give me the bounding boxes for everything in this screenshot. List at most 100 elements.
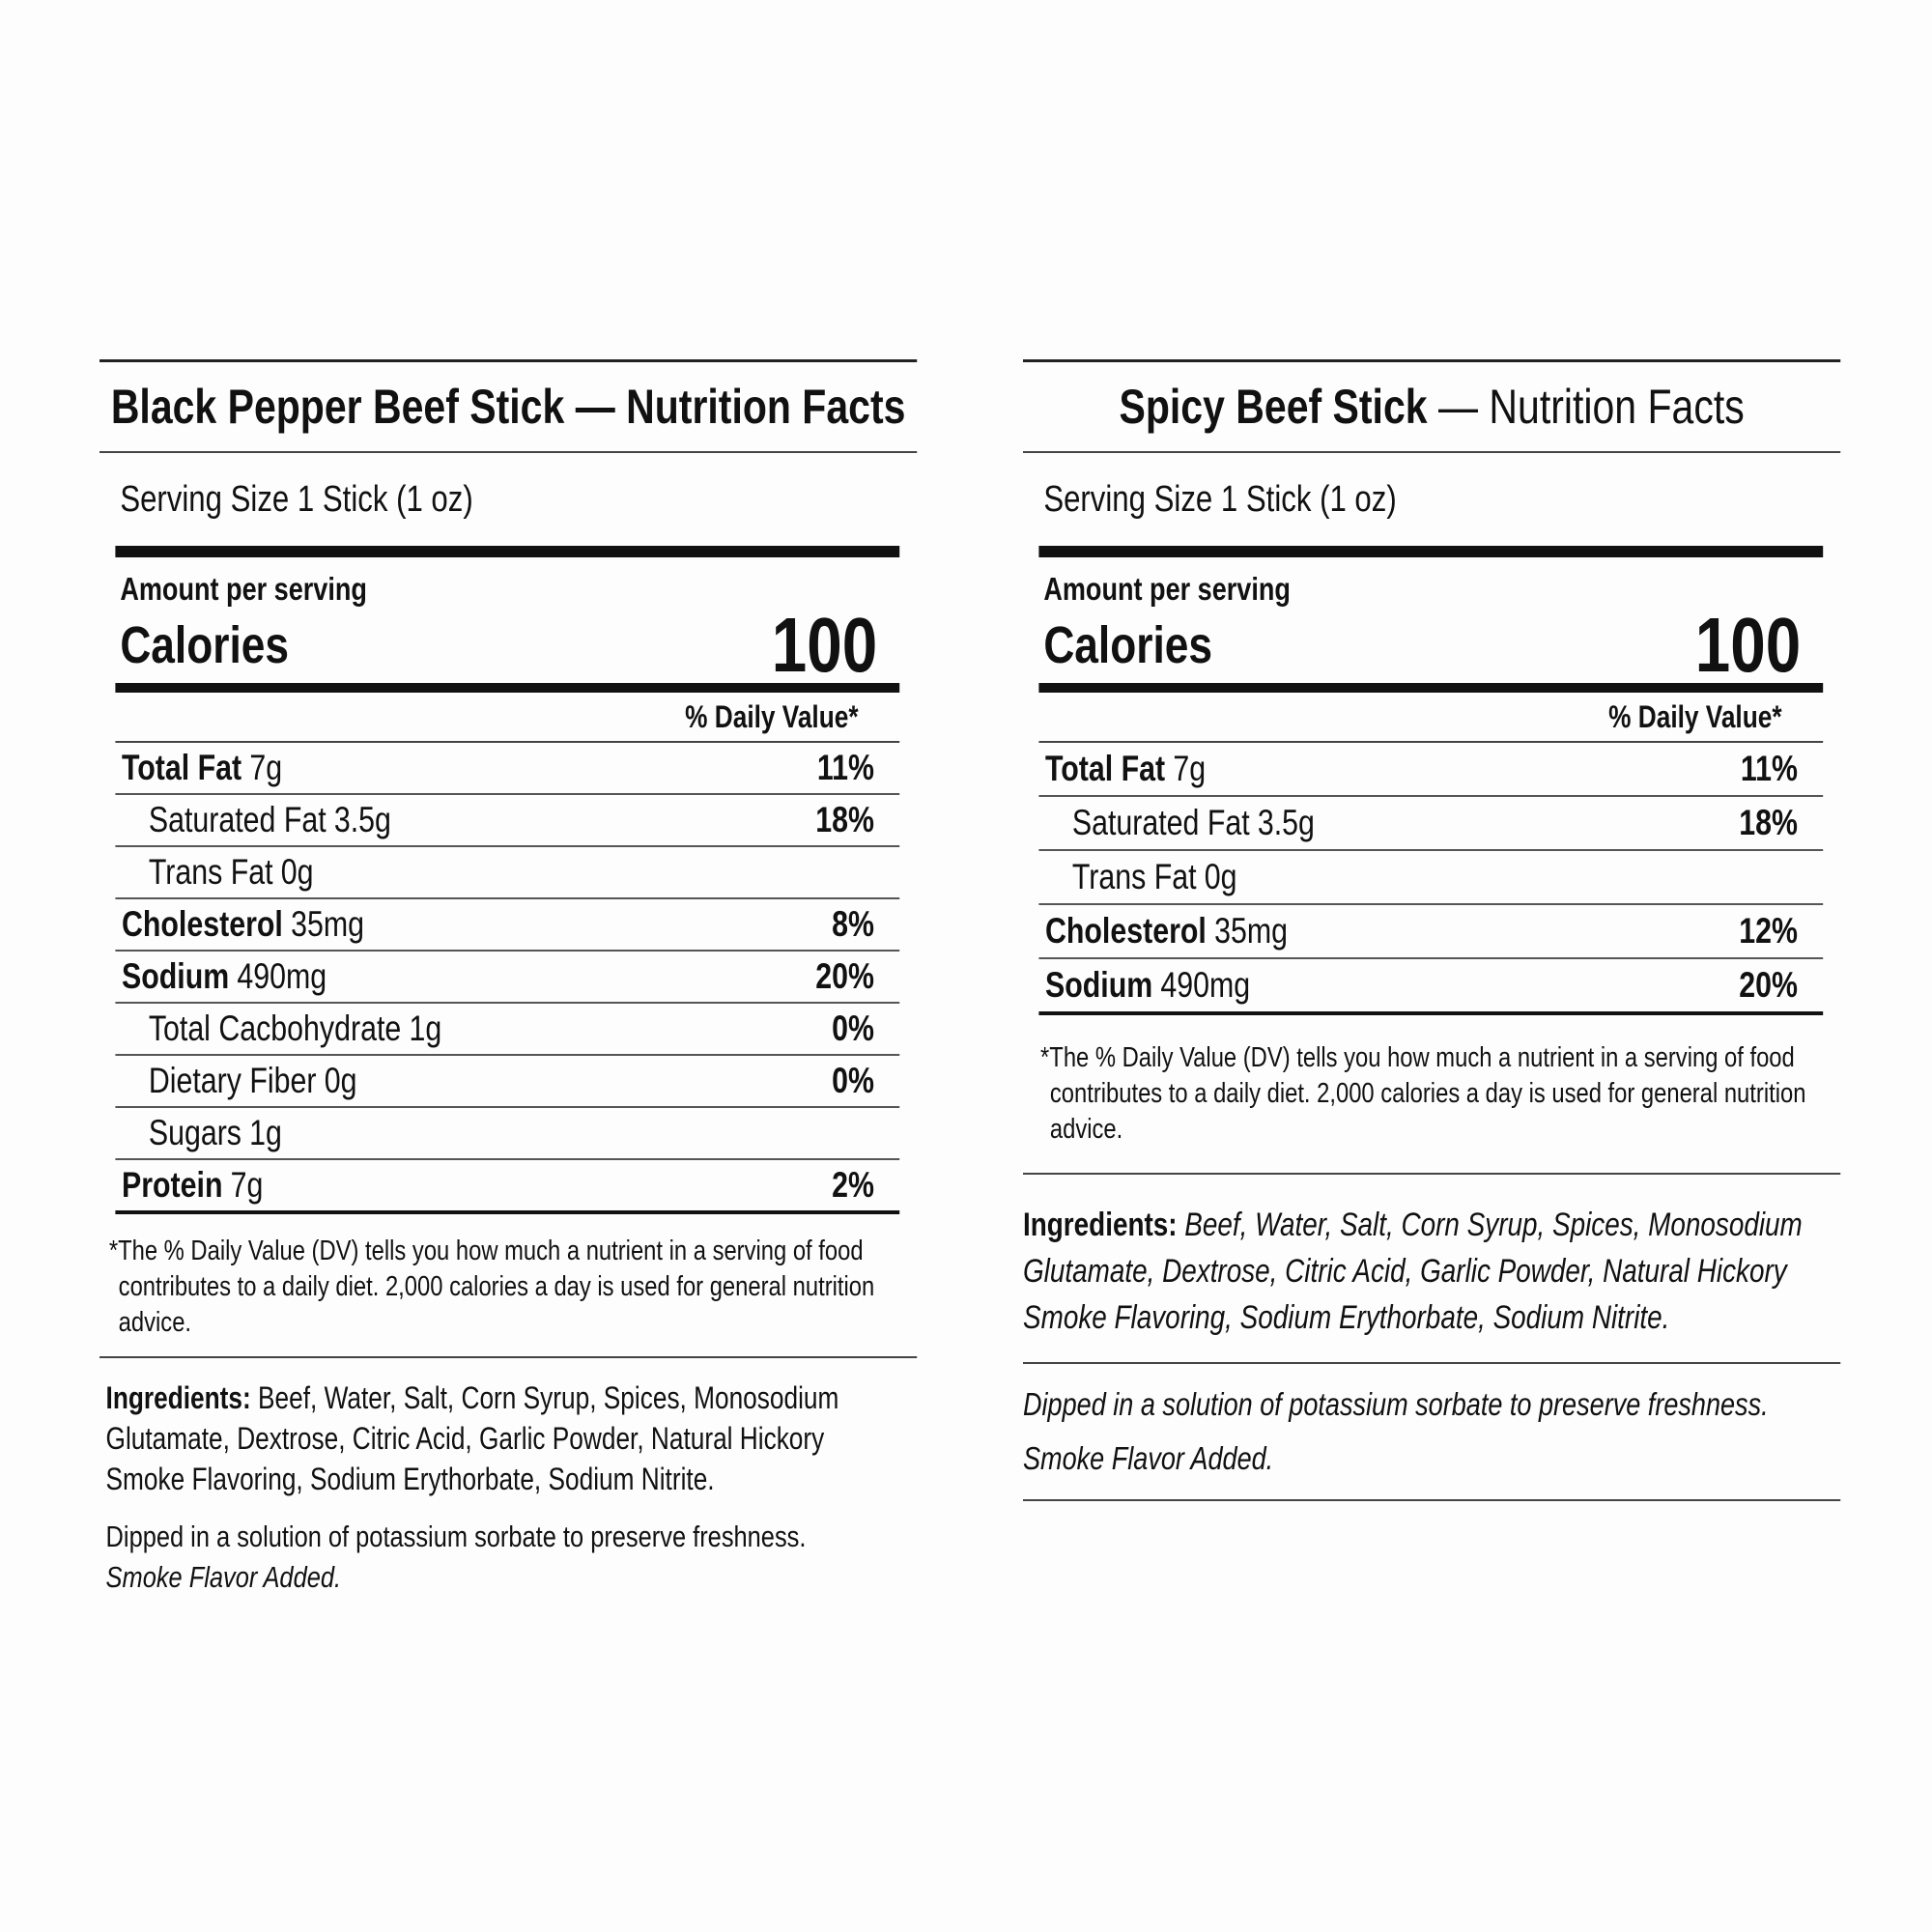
nutrient-name: Trans Fat <box>148 852 273 892</box>
calories-label: Calories <box>120 616 290 674</box>
nutrient-row: Cholesterol 35mg 12% <box>1038 905 1824 959</box>
nutrient-row: Sodium 490mg 20% <box>1038 959 1824 1015</box>
nutrition-label: Spicy Beef Stick — Nutrition Facts Servin… <box>1023 359 1841 1501</box>
nutrient-amount: 7g <box>249 748 283 787</box>
nutrient-name: Protein <box>121 1165 223 1205</box>
amount-per-serving: Amount per serving <box>1043 571 1291 607</box>
daily-value: 20% <box>1739 965 1798 1005</box>
calories-label: Calories <box>1043 616 1213 674</box>
nutrient: Sodium 490mg <box>1045 965 1250 1006</box>
nutrient-amount: 0g <box>1204 857 1237 896</box>
nutrient-name: Trans Fat <box>1071 857 1197 896</box>
daily-value: 0% <box>832 1061 874 1100</box>
nutrient-row: Total Fat 7g 11% <box>1038 743 1824 797</box>
daily-value: 20% <box>815 956 874 996</box>
nutrient-rows: Total Fat 7g 11% Saturated Fat 3.5g 18% Trans … <box>1038 743 1824 1015</box>
nutrient-row: Total Cacbohydrate 1g 0% <box>115 1004 900 1056</box>
thick-rule <box>1038 546 1824 557</box>
ingredients-text: Beef, Water, Salt, Corn Syrup, Spices, M… <box>105 1380 839 1496</box>
nutrient: Total Fat 7g <box>122 748 282 788</box>
nutrient-name: Sodium <box>1044 965 1153 1005</box>
nutrient: Total Cacbohydrate 1g <box>149 1009 441 1049</box>
nutrient: Sugars 1g <box>149 1113 282 1153</box>
note: Smoke Flavor Added. <box>1023 1440 1274 1476</box>
nutrient-amount: 490mg <box>1160 965 1251 1005</box>
nutrient: Dietary Fiber 0g <box>149 1061 357 1101</box>
nutrient-amount: 35mg <box>1214 911 1288 951</box>
daily-value: 8% <box>832 904 874 944</box>
rule <box>1023 1499 1841 1501</box>
nutrient-name: Total Cacbohydrate <box>148 1009 402 1048</box>
daily-value: 18% <box>815 800 874 839</box>
nutrient-row: Total Fat 7g 11% <box>115 743 900 795</box>
nutrient-amount: 0g <box>280 852 314 892</box>
serving-size: Serving Size 1 Stick (1 oz) <box>120 478 473 520</box>
nutrient-amount: 3.5g <box>1257 803 1315 842</box>
daily-value: 11% <box>816 748 874 787</box>
nutrient-row: Sugars 1g <box>115 1108 900 1160</box>
nutrient-amount: 0g <box>324 1061 357 1100</box>
nutrient-amount: 1g <box>409 1009 442 1048</box>
note: Dipped in a solution of potassium sorbat… <box>105 1520 807 1553</box>
ingredients-label: Ingredients: <box>1023 1207 1178 1243</box>
daily-value-header: % Daily Value* <box>1038 693 1824 743</box>
nutrient-row: Saturated Fat 3.5g 18% <box>1038 797 1824 851</box>
nutrient-name: Sugars <box>148 1113 242 1152</box>
nutrition-label: Black Pepper Beef Stick — Nutrition Facts… <box>99 359 918 1598</box>
ingredients: Ingredients: Beef, Water, Salt, Corn Syr… <box>1023 1175 1840 1362</box>
amount-per-serving: Amount per serving <box>120 571 367 607</box>
calories-value: 100 <box>771 602 878 688</box>
nutrient-row: Sodium 490mg 20% <box>115 952 900 1004</box>
footnote: *The % Daily Value (DV) tells you how mu… <box>108 1236 875 1338</box>
thick-rule <box>1038 683 1824 693</box>
daily-value-header: % Daily Value* <box>115 693 900 743</box>
nutrient-name: Saturated Fat <box>1071 803 1250 842</box>
note: Smoke Flavor Added. <box>105 1560 342 1594</box>
nutrient-amount: 7g <box>230 1165 264 1205</box>
nutrient-name: Saturated Fat <box>148 800 327 839</box>
thick-rule <box>115 683 900 693</box>
nutrient: Protein 7g <box>122 1165 263 1206</box>
product-name: Black Pepper Beef Stick <box>110 380 565 434</box>
nutrient: Saturated Fat 3.5g <box>149 800 391 840</box>
calories-row: Calories 100 <box>115 602 899 688</box>
title-suffix: — Nutrition Facts <box>1438 380 1745 434</box>
nutrient: Trans Fat 0g <box>1072 857 1237 897</box>
daily-value: 11% <box>1740 749 1798 788</box>
product-name: Spicy Beef Stick <box>1119 380 1428 434</box>
thick-rule <box>115 546 900 557</box>
nutrient-row: Trans Fat 0g <box>115 847 900 899</box>
nutrient-row: Protein 7g 2% <box>115 1160 900 1214</box>
daily-value: 0% <box>832 1009 874 1048</box>
calories-row: Calories 100 <box>1038 602 1823 688</box>
nutrient: Cholesterol 35mg <box>122 904 364 945</box>
nutrient: Cholesterol 35mg <box>1045 911 1288 952</box>
ingredients-text: Beef, Water, Salt, Corn Syrup, Spices, M… <box>1023 1207 1803 1336</box>
calories-value: 100 <box>1694 602 1802 688</box>
nutrient-name: Sodium <box>121 956 230 996</box>
nutrient-rows: Total Fat 7g 11% Saturated Fat 3.5g 18% Trans … <box>115 743 900 1214</box>
rule <box>1023 1362 1841 1364</box>
nutrient: Saturated Fat 3.5g <box>1072 803 1315 843</box>
serving-size: Serving Size 1 Stick (1 oz) <box>1043 478 1397 520</box>
note: Dipped in a solution of potassium sorbat… <box>1023 1386 1769 1422</box>
nutrient-amount: 490mg <box>237 956 327 996</box>
footnote: *The % Daily Value (DV) tells you how mu… <box>1040 1042 1806 1145</box>
label-title: Spicy Beef Stick — Nutrition Facts <box>1023 359 1841 453</box>
nutrient: Sodium 490mg <box>122 956 327 997</box>
ingredients: Ingredients: Beef, Water, Salt, Corn Syr… <box>99 1358 917 1507</box>
nutrient-name: Dietary Fiber <box>148 1061 317 1100</box>
daily-value: 2% <box>832 1165 874 1205</box>
label-title: Black Pepper Beef Stick — Nutrition Facts <box>99 359 918 453</box>
rule <box>1023 1173 1841 1175</box>
daily-value: 18% <box>1739 803 1798 842</box>
nutrient: Total Fat 7g <box>1045 749 1206 789</box>
nutrient-amount: 1g <box>249 1113 282 1152</box>
ingredients-label: Ingredients: <box>105 1380 251 1415</box>
nutrient-name: Cholesterol <box>1044 911 1207 951</box>
title-suffix: — Nutrition Facts <box>575 380 906 434</box>
nutrient-name: Total Fat <box>1044 749 1166 788</box>
nutrient-row: Cholesterol 35mg 8% <box>115 899 900 952</box>
nutrient-amount: 35mg <box>291 904 364 944</box>
